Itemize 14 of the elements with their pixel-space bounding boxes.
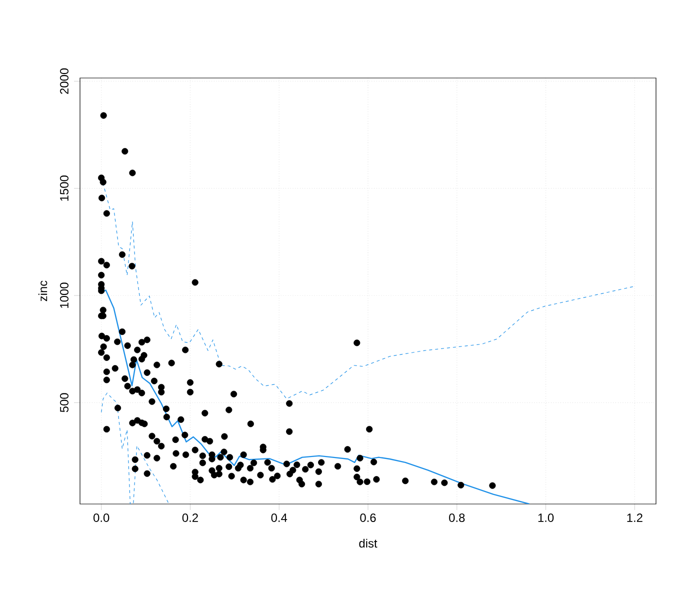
y-tick-label: 1500 bbox=[60, 176, 68, 201]
x-tick-label: 0.4 bbox=[271, 514, 288, 522]
x-tick-label: 0.2 bbox=[182, 514, 198, 522]
x-axis-title: dist bbox=[359, 538, 378, 548]
y-tick-label: 2000 bbox=[60, 68, 68, 94]
x-tick-label: 1.0 bbox=[538, 514, 554, 522]
x-tick-label: 0.6 bbox=[360, 514, 376, 522]
y-tick-label: 500 bbox=[60, 393, 68, 412]
x-tick-label: 0.0 bbox=[93, 514, 110, 522]
x-tick-label: 1.2 bbox=[627, 514, 642, 522]
y-tick-label: 1000 bbox=[60, 282, 68, 308]
line-series bbox=[101, 392, 170, 504]
x-tick-label: 0.8 bbox=[449, 514, 465, 522]
y-axis-title: zinc bbox=[38, 280, 48, 302]
